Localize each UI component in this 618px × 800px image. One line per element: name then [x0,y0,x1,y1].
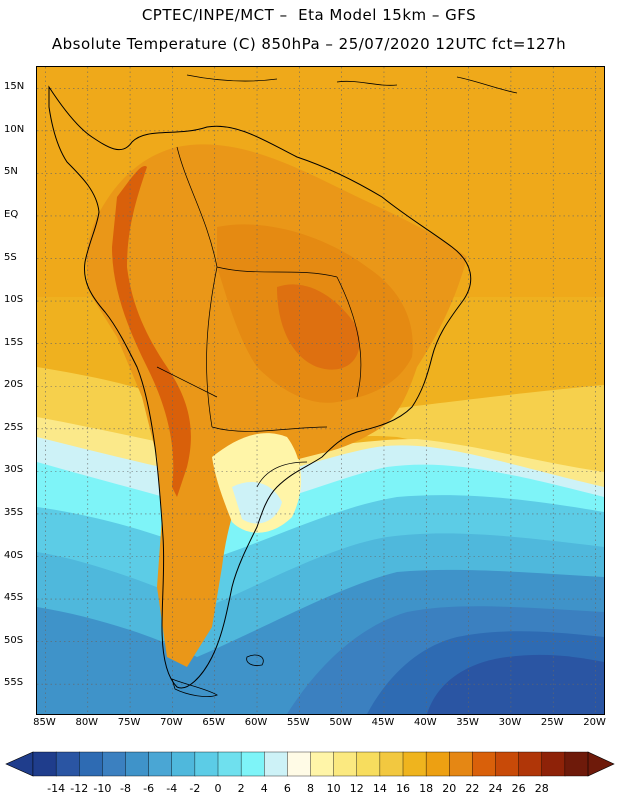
lat-label: 25S [4,421,24,433]
field-hot-spot [277,284,360,370]
lat-label: 15S [4,336,24,348]
colorbar-swatch [379,751,404,777]
lon-label: 25W [540,717,564,728]
lat-label: 55S [4,677,24,689]
colorbar-swatch [32,751,57,777]
colorbar-label: 14 [372,782,387,795]
field-pampas-cold [232,482,282,524]
colorbar-swatch [102,751,126,777]
lon-label: 35W [456,717,479,728]
lon-label: 55W [287,717,310,728]
lat-label: 10N [4,123,25,135]
field-andes [112,166,191,497]
map-canvas [37,67,604,714]
colorbar-label: 4 [260,782,268,795]
colorbar-label: 2 [237,782,245,795]
colorbar-label: 20 [442,782,457,795]
tierra-del-fuego [171,678,218,697]
colorbar-swatch [495,751,520,777]
falkland-islands [246,654,264,666]
caribbean-islands [186,74,518,94]
colorbar-swatch [287,751,311,777]
lat-label: 5S [4,251,17,263]
colorbar-swatch [264,751,288,777]
colorbar-swatch [240,751,265,777]
colorbar-arrow-high [587,751,615,777]
colorbar-swatch [425,751,450,777]
colorbar-swatch [171,751,196,777]
colorbar-swatch [194,751,219,777]
lon-label: 50W [329,717,352,728]
lat-label: 50S [4,634,24,646]
temperature-map [36,66,605,715]
colorbar-swatch [310,751,335,777]
lat-label: 10S [4,294,24,306]
colorbar-swatch [449,751,473,777]
lon-label: 20W [583,717,606,728]
colorbar [5,751,615,777]
colorbar-label: 24 [488,782,503,795]
colorbar-label: 12 [349,782,364,795]
colorbar-swatch [356,751,381,777]
colorbar-swatch [518,751,543,777]
colorbar-label: 22 [465,782,480,795]
lon-label: 80W [75,717,99,728]
colorbar-label: -8 [120,782,131,795]
colorbar-label: 10 [326,782,341,795]
colorbar-label: 8 [307,782,314,795]
lon-label: 70W [160,717,183,728]
colorbar-label: -4 [166,782,178,795]
colorbar-swatch [472,751,496,777]
lon-label: 75W [117,717,141,728]
colorbar-label: -6 [143,782,155,795]
colorbar-swatch [564,751,589,777]
colorbar-label: -2 [189,782,201,795]
colorbar-swatch [55,751,80,777]
lat-label: EQ [4,208,19,220]
colorbar-swatch [333,751,358,777]
colorbar-swatch [148,751,173,777]
colorbar-swatch [79,751,103,777]
lat-label: 40S [4,549,24,561]
colorbar-label: 6 [283,782,291,795]
colorbar-label: 0 [214,782,222,795]
colorbar-label: 18 [419,782,434,795]
colorbar-label: 26 [511,782,526,795]
colorbar-swatch [402,751,427,777]
lat-label: 20S [4,379,24,391]
colorbar-swatch [125,751,150,777]
colorbar-arrow-low [5,751,34,777]
lat-label: 35S [4,506,24,518]
colorbar-swatch [217,751,242,777]
chart-title-line1: CPTEC/INPE/MCT – Eta Model 15km – GFS [141,6,477,24]
colorbar-label: 16 [396,782,410,795]
lon-label: 30W [498,717,522,728]
grid-lines [37,67,604,714]
colorbar-label: -14 [47,782,66,795]
colorbar-label: -12 [70,782,89,795]
colorbar-label: -10 [93,782,112,795]
lon-label: 40W [413,717,437,728]
lon-label: 85W [33,717,56,728]
colorbar-swatch [541,751,566,777]
lon-label: 65W [202,717,226,728]
chart-title-line2: Absolute Temperature (C) 850hPa – 25/07/… [51,35,567,53]
lat-label: 30S [4,464,24,476]
colorbar-label: 28 [534,782,549,795]
coastline [48,85,472,689]
country-borders [156,146,362,488]
lon-label: 45W [371,717,395,728]
lat-label: 15N [4,81,25,93]
field-cold-core-deep [427,654,604,714]
lat-label: 5N [4,166,18,178]
lat-label: 45S [4,592,24,604]
lon-label: 60W [244,717,268,728]
